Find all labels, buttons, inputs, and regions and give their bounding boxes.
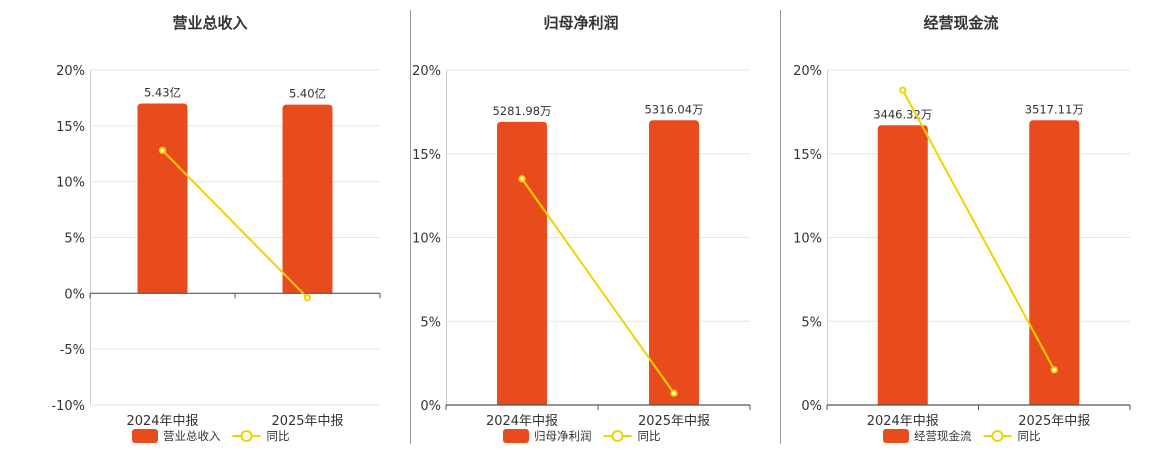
- bar-net-profit: [649, 120, 699, 405]
- legend-line-marker: [240, 430, 253, 442]
- y-tick-label: -10%: [51, 399, 85, 414]
- y-tick-label: 10%: [56, 176, 85, 191]
- legend-bar-swatch: [503, 429, 529, 443]
- y-tick-label: -5%: [60, 343, 85, 358]
- panel-divider: [410, 10, 411, 444]
- y-tick-label: 0%: [64, 287, 85, 302]
- chart-svg-cashflow: 经营现金流 0% 5% 10% 15% 20% 3446.32万 3517.11万 2024年中…: [793, 14, 1131, 443]
- y-tick-label: 0%: [801, 399, 822, 414]
- yoy-point: [1050, 366, 1058, 374]
- yoy-point: [899, 86, 907, 94]
- y-tick-label: 20%: [793, 64, 822, 79]
- chart-title: 经营现金流: [923, 14, 998, 32]
- yoy-line: [901, 89, 1056, 371]
- legend-label: 经营现金流: [914, 429, 972, 443]
- legend-line-marker: [991, 430, 1004, 442]
- y-tick-label: 20%: [56, 64, 85, 79]
- y-tick-label: 5%: [420, 315, 441, 330]
- x-category-label: 2025年中报: [271, 414, 343, 429]
- y-tick-label: 10%: [793, 232, 822, 247]
- bar-data-label: 5.43亿: [144, 86, 181, 100]
- chart-title: 归母净利润: [543, 14, 618, 32]
- bar-revenue: [137, 103, 188, 294]
- y-tick-label: 5%: [64, 232, 85, 247]
- x-category-label: 2024年中报: [867, 414, 939, 429]
- chart-svg-revenue: 营业总收入 -10% -5% 0% 5% 10% 15% 20% 5.43亿 5.40亿 2024年…: [51, 14, 381, 443]
- y-tick-label: 10%: [412, 232, 441, 247]
- y-tick-label: 5%: [801, 315, 822, 330]
- yoy-point: [158, 146, 167, 154]
- legend-label: 同比: [1018, 429, 1041, 443]
- yoy-line: [521, 178, 675, 394]
- y-tick-label: 15%: [56, 120, 85, 135]
- chart-svg-net-profit: 归母净利润 0% 5% 10% 15% 20% 5281.98万 5316.04万 2024年中…: [412, 14, 751, 443]
- bar-revenue: [282, 104, 333, 294]
- bar-data-label: 3517.11万: [1025, 102, 1084, 116]
- y-tick-label: 15%: [793, 148, 822, 163]
- legend-line-marker: [611, 430, 624, 442]
- yoy-point: [303, 294, 312, 302]
- chart-panel-net-profit: 归母净利润 0% 5% 10% 15% 20% 5281.98万 5316.04万 2024年中…: [411, 0, 780, 450]
- panel-divider: [780, 10, 781, 444]
- legend-label: 同比: [267, 429, 290, 443]
- chart-title: 营业总收入: [172, 14, 247, 32]
- chart-panel-revenue: 营业总收入 -10% -5% 0% 5% 10% 15% 20% 5.43亿 5.40亿 2024年…: [0, 0, 410, 450]
- bar-data-label: 5316.04万: [644, 102, 703, 116]
- bar-data-label: 5.40亿: [289, 87, 326, 101]
- bar-data-label: 5281.98万: [492, 104, 551, 118]
- y-tick-label: 20%: [412, 64, 441, 79]
- bar-data-label: 3446.32万: [873, 107, 932, 121]
- bar-cashflow: [877, 125, 928, 406]
- legend-label: 同比: [638, 429, 661, 443]
- yoy-point: [518, 175, 526, 183]
- legend-label: 营业总收入: [163, 429, 221, 443]
- chart-panel-cashflow: 经营现金流 0% 5% 10% 15% 20% 3446.32万 3517.11万 2024年中…: [781, 0, 1160, 450]
- legend-bar-swatch: [883, 429, 909, 443]
- legend-label: 归母净利润: [534, 429, 592, 443]
- y-tick-label: 15%: [412, 148, 441, 163]
- x-category-label: 2025年中报: [1018, 414, 1090, 429]
- yoy-line: [161, 149, 309, 299]
- x-category-label: 2025年中报: [638, 414, 710, 429]
- x-category-label: 2024年中报: [126, 414, 198, 429]
- y-tick-label: 0%: [420, 399, 441, 414]
- yoy-point: [670, 389, 678, 397]
- bar-cashflow: [1029, 120, 1080, 405]
- x-category-label: 2024年中报: [486, 414, 558, 429]
- legend-bar-swatch: [132, 429, 158, 443]
- bar-net-profit: [497, 121, 547, 406]
